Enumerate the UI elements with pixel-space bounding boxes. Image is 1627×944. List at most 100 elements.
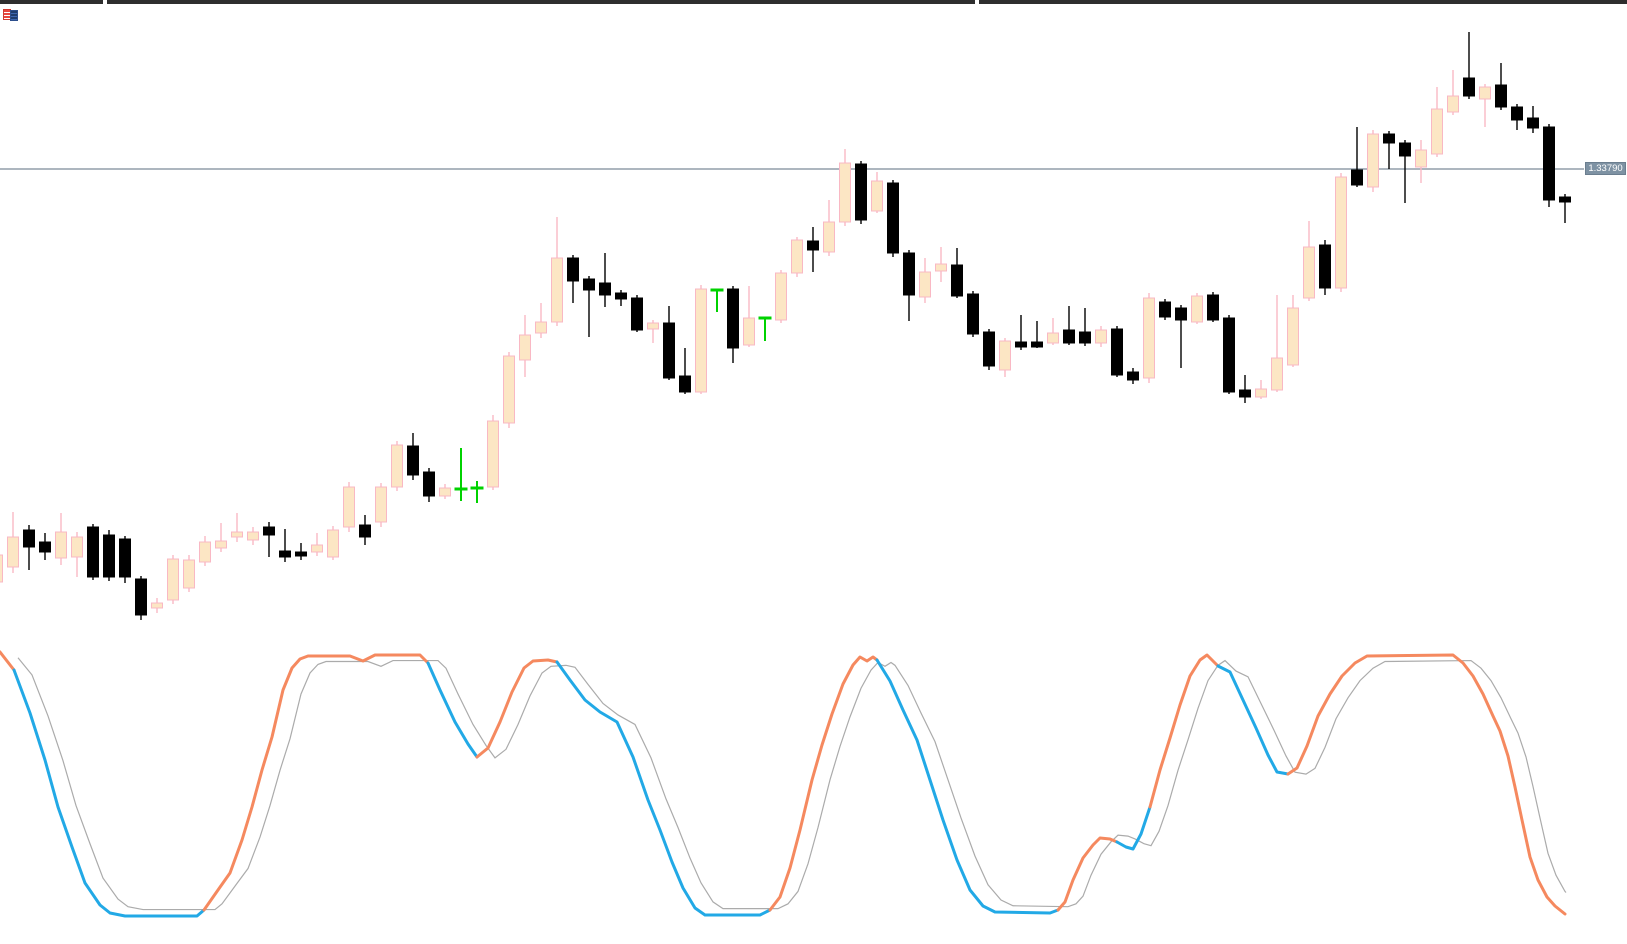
candle-up [647, 320, 659, 343]
candle-down [1543, 124, 1555, 207]
candle-down [903, 250, 915, 321]
candle-down [583, 276, 595, 337]
oscillator-main-rise-segment [202, 653, 430, 912]
oscillator-main-fall-segment [426, 661, 479, 759]
candle-down [1527, 106, 1539, 133]
candle-up [1367, 130, 1379, 192]
candle-down [567, 255, 579, 303]
candle-down [1463, 32, 1475, 99]
candle-down [263, 522, 275, 557]
candle-up [375, 483, 387, 527]
candle-up [1047, 318, 1059, 345]
candle-up [1447, 70, 1459, 115]
candlestick-pane [0, 32, 1571, 620]
candle-down [135, 576, 147, 620]
candle-up [167, 555, 179, 604]
doji-marker [454, 448, 468, 501]
candle-down [855, 161, 867, 224]
candle-up [1431, 87, 1443, 157]
candle-down [1111, 326, 1123, 377]
candle-down [1383, 131, 1395, 169]
candle-up [199, 536, 211, 566]
candle-up [1287, 295, 1299, 367]
candle-down [807, 227, 819, 272]
oscillator-main-fall-segment [1216, 664, 1290, 776]
candle-down [1063, 306, 1075, 345]
candle-down [1127, 368, 1139, 384]
candle-up [1415, 140, 1427, 183]
oscillator-main-rise-segment [768, 655, 879, 912]
candle-down [983, 329, 995, 370]
candle-down [359, 515, 371, 545]
candle-up [1191, 293, 1203, 324]
symbol-pair-flags-icon[interactable] [3, 9, 18, 21]
oscillator-main-fall-segment [555, 660, 772, 917]
candle-down [1239, 375, 1251, 403]
candle-up [1255, 380, 1267, 399]
candle-up [551, 217, 563, 326]
candle-down [1015, 315, 1027, 350]
candle-down [407, 433, 419, 480]
candle-up [519, 315, 531, 377]
candle-up [1271, 295, 1283, 392]
candle-up [391, 441, 403, 491]
candle-down [727, 286, 739, 363]
oscillator-pane [0, 650, 1567, 918]
oscillator-main-rise-segment [1148, 653, 1220, 809]
oscillator-main-fall-segment [1115, 805, 1152, 851]
candle-down [103, 530, 115, 581]
flag-blue-icon [10, 10, 18, 21]
candle-up [439, 484, 451, 499]
candle-up [503, 352, 515, 428]
candle-up [183, 555, 195, 592]
oscillator-main-rise-segment [0, 650, 16, 672]
doji-marker [710, 288, 724, 312]
candle-up [919, 258, 931, 303]
candle-up [839, 149, 851, 226]
candle-up [999, 338, 1011, 377]
candle-down [631, 295, 643, 332]
toolbar-edge-segment [979, 0, 1627, 4]
candle-down [1223, 315, 1235, 394]
candle-up [327, 526, 339, 560]
candle-up [695, 285, 707, 394]
candle-down [1159, 299, 1171, 320]
candle-down [1559, 194, 1571, 223]
candle-down [663, 306, 675, 380]
oscillator-main-rise-segment [1286, 653, 1567, 916]
candle-up [823, 200, 835, 256]
candle-up [871, 172, 883, 213]
candle-down [1399, 140, 1411, 203]
candle-down [1319, 240, 1331, 295]
candle-up [55, 513, 67, 565]
candle-down [967, 291, 979, 337]
candle-up [1335, 173, 1347, 292]
candle-down [1207, 292, 1219, 322]
candle-down [1079, 308, 1091, 346]
candle-up [535, 303, 547, 338]
candle-up [247, 527, 259, 545]
candle-down [1495, 63, 1507, 110]
candle-up [231, 513, 243, 542]
oscillator-main-rise-segment [475, 658, 559, 759]
candle-down [599, 253, 611, 307]
candle-down [119, 536, 131, 583]
candle-up [487, 415, 499, 490]
doji-marker [758, 316, 772, 341]
candle-up [71, 532, 83, 577]
oscillator-main-rise-segment [1056, 836, 1119, 912]
toolbar-edge-segment [0, 0, 103, 4]
candle-down [1175, 305, 1187, 368]
candle-down [87, 524, 99, 580]
candle-up [7, 512, 19, 573]
oscillator-signal-line [17, 657, 1567, 911]
toolbar-edge-segment [107, 0, 975, 4]
candle-up [1143, 293, 1155, 383]
candle-down [1031, 321, 1043, 348]
candle-up [151, 598, 163, 613]
doji-marker [470, 481, 484, 503]
candle-up [343, 482, 355, 532]
candle-down [1351, 127, 1363, 187]
candle-up [791, 237, 803, 277]
